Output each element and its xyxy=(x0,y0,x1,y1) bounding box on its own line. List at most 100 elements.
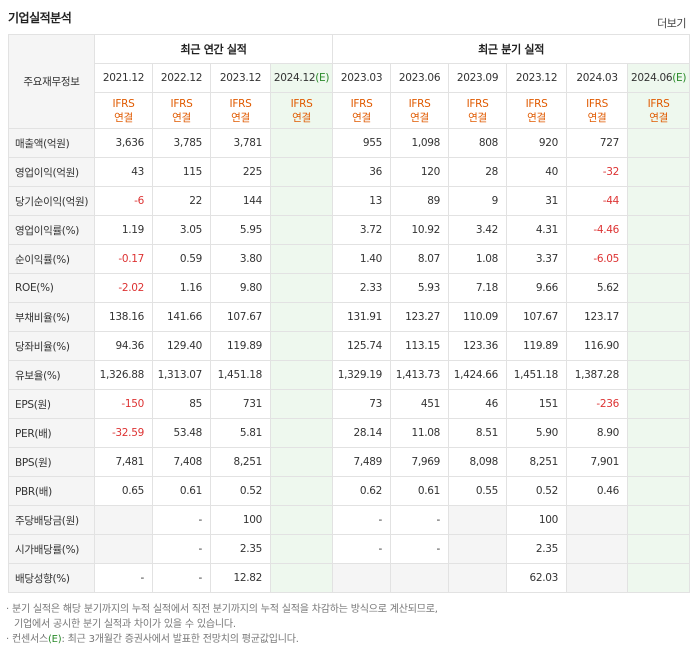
table-cell: 3,785 xyxy=(152,128,211,158)
table-cell: 0.65 xyxy=(94,476,153,506)
period-header: 2024.03 xyxy=(566,63,629,93)
table-cell: 7,408 xyxy=(152,447,211,477)
table-row: EPS(원) -150 85 731 73 451 46 151 -236 xyxy=(8,389,691,419)
table-cell: 7,969 xyxy=(390,447,450,477)
table-cell: 7,901 xyxy=(566,447,629,477)
ifrs-label: IFRS xyxy=(408,97,431,110)
row-label: 주당배당금(원) xyxy=(8,505,95,535)
table-cell: - xyxy=(332,505,392,535)
table-cell xyxy=(269,157,334,187)
table-cell xyxy=(269,418,334,448)
table-cell xyxy=(627,389,691,419)
table-cell: 8.07 xyxy=(390,244,450,274)
table-cell: 11.08 xyxy=(390,418,450,448)
table-cell: 115 xyxy=(152,157,211,187)
table-cell: 138.16 xyxy=(94,302,153,332)
table-cell xyxy=(448,563,508,593)
table-cell xyxy=(269,563,334,593)
table-cell xyxy=(94,505,153,535)
row-label: BPS(원) xyxy=(8,447,95,477)
row-label: 영업이익률(%) xyxy=(8,215,95,245)
table-cell: -2.02 xyxy=(94,273,153,303)
table-cell: 107.67 xyxy=(210,302,271,332)
table-row: 시가배당률(%) -2.35- -2.35 xyxy=(8,534,691,564)
table-cell: 1.19 xyxy=(94,215,153,245)
table-row: 매출액(억원) 3,636 3,785 3,781 955 1,098 808 920 727 xyxy=(8,128,691,158)
table-row: 배당성향(%) - -12.82 62.03 xyxy=(8,563,691,593)
period-label: 2023.06 xyxy=(398,72,441,84)
table-row: PER(배) -32.59 53.48 5.81 28.14 11.08 8.51 5.90 8… xyxy=(8,418,691,448)
table-cell: -44 xyxy=(566,186,629,216)
table-cell: 12.82 xyxy=(210,563,271,593)
ifrs-label: IFRS xyxy=(290,97,313,110)
ifrs-badge: IFRS 연결 xyxy=(210,92,271,129)
ifrs-label: IFRS xyxy=(229,97,252,110)
table-cell: 920 xyxy=(506,128,568,158)
consolidated-label: 연결 xyxy=(587,111,607,124)
table-row: 당기순이익(억원) -6 22 144 13 89 9 31 -44 xyxy=(8,186,691,216)
table-cell: 225 xyxy=(210,157,271,187)
table-cell: 131.91 xyxy=(332,302,392,332)
table-cell: 1,451.18 xyxy=(210,360,271,390)
table-cell xyxy=(627,476,691,506)
more-link[interactable]: 더보기 xyxy=(657,17,686,30)
table-cell: 123.27 xyxy=(390,302,450,332)
table-cell: 1,329.19 xyxy=(332,360,392,390)
table-cell: 7,481 xyxy=(94,447,153,477)
period-label: 2023.12 xyxy=(515,72,558,84)
table-cell: 3.80 xyxy=(210,244,271,274)
note-1: · 분기 실적은 해당 분기까지의 누적 실적에서 직전 분기까지의 누적 실적… xyxy=(6,604,438,615)
table-cell xyxy=(627,186,691,216)
table-cell: 3,636 xyxy=(94,128,153,158)
table-cell: - xyxy=(94,563,153,593)
table-row: 순이익률(%) -0.17 0.59 3.80 1.40 8.07 1.08 3.37 -6.0… xyxy=(8,244,691,274)
consolidated-label: 연결 xyxy=(352,111,371,124)
corner-label: 주요재무정보 xyxy=(23,76,80,88)
ifrs-label: IFRS xyxy=(586,97,608,110)
estimate-marker: (E) xyxy=(672,72,687,84)
row-label: ROE(%) xyxy=(8,273,95,303)
table-cell: -150 xyxy=(94,389,153,419)
row-label: 매출액(억원) xyxy=(8,128,95,158)
table-cell xyxy=(566,563,629,593)
table-cell: 40 xyxy=(506,157,568,187)
table-cell: 119.89 xyxy=(506,331,568,361)
table-cell: 3.72 xyxy=(332,215,392,245)
consolidated-label: 연결 xyxy=(527,111,546,124)
table-cell xyxy=(627,244,691,274)
table-cell xyxy=(627,360,691,390)
table-cell: 100 xyxy=(210,505,271,535)
ifrs-badge: IFRS 연결 xyxy=(566,92,629,129)
table-cell: -32 xyxy=(566,157,629,187)
table-cell: 5.90 xyxy=(506,418,568,448)
consolidated-label: 연결 xyxy=(114,111,133,124)
ifrs-badge: IFRS 연결 xyxy=(94,92,153,129)
table-cell: 1.40 xyxy=(332,244,392,274)
period-label: 2023.09 xyxy=(456,72,499,84)
ifrs-label: IFRS xyxy=(466,97,489,110)
section-title: 기업실적분석 xyxy=(8,11,72,25)
row-label: 당기순이익(억원) xyxy=(8,186,95,216)
table-cell: 2.35 xyxy=(506,534,568,564)
table-cell: 7,489 xyxy=(332,447,392,477)
table-cell: 22 xyxy=(152,186,211,216)
period-label: 2024.06 xyxy=(630,72,673,84)
table-cell: 731 xyxy=(210,389,271,419)
table-cell xyxy=(448,534,508,564)
table-cell: 141.66 xyxy=(152,302,211,332)
table-cell xyxy=(627,534,691,564)
table-cell: 119.89 xyxy=(210,331,271,361)
table-cell xyxy=(627,128,691,158)
row-label: PBR(배) xyxy=(8,476,95,506)
table-cell: 100 xyxy=(506,505,568,535)
table-cell: 955 xyxy=(332,128,392,158)
table-cell: 7.18 xyxy=(448,273,508,303)
table-cell: 46 xyxy=(448,389,508,419)
table-cell: 28.14 xyxy=(332,418,392,448)
period-header: 2024.12(E) xyxy=(269,63,334,93)
table-cell xyxy=(627,215,691,245)
row-label: 배당성향(%) xyxy=(8,563,95,593)
table-cell: 73 xyxy=(332,389,392,419)
table-cell: 3.37 xyxy=(506,244,568,274)
table-cell xyxy=(269,244,334,274)
